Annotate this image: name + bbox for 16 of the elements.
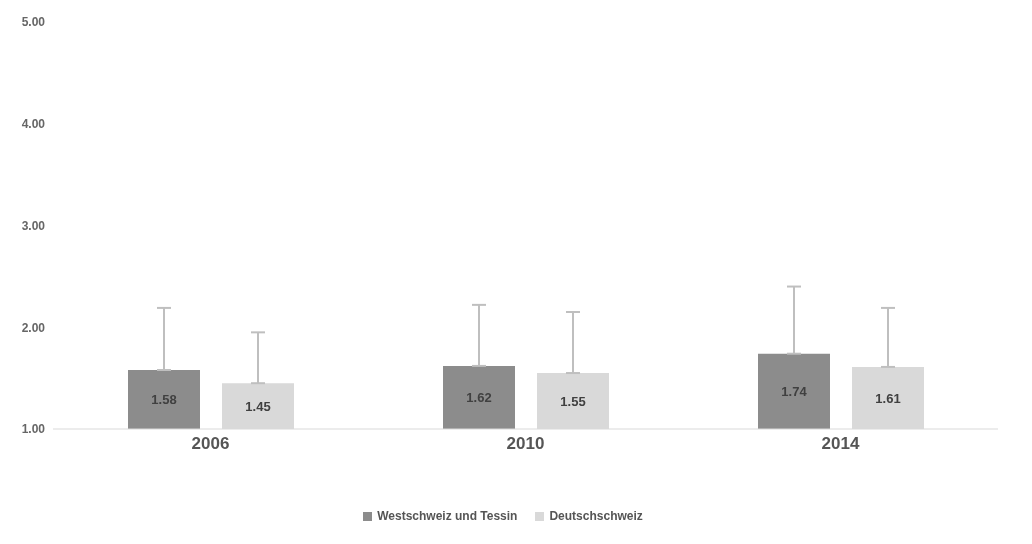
data-label: 1.58 (151, 392, 177, 408)
y-tick-label: 1.00 (21, 422, 46, 437)
x-tick-label: 2014 (821, 434, 860, 454)
data-label: 1.74 (781, 383, 808, 399)
y-tick-label: 5.00 (21, 15, 46, 30)
y-tick-label: 3.00 (21, 218, 46, 233)
y-tick-label: 4.00 (21, 117, 46, 132)
x-tick-label: 2010 (506, 434, 545, 454)
data-label: 1.61 (875, 390, 901, 406)
legend-label: Deutschschweiz (549, 509, 643, 523)
x-tick-label: 2006 (191, 434, 230, 454)
data-label: 1.45 (245, 398, 271, 414)
data-label: 1.62 (466, 390, 492, 406)
legend-label: Westschweiz und Tessin (377, 509, 518, 523)
y-tick-label: 2.00 (21, 320, 46, 335)
data-label: 1.55 (560, 393, 586, 409)
